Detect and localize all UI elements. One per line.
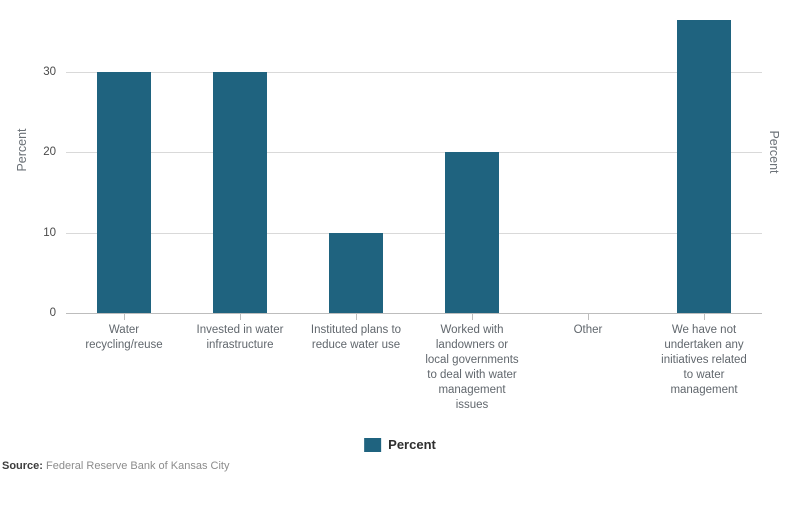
gridline-10 xyxy=(66,232,762,234)
x-tick-label-4: Other xyxy=(573,324,603,336)
bar-1 xyxy=(213,72,267,313)
gridline-20 xyxy=(66,152,762,154)
source-label: Source: xyxy=(2,460,43,472)
y-tick-label-30: 30 xyxy=(43,66,56,79)
x-tick-label-0: Water recycling/reuse xyxy=(85,324,163,351)
x-tick-mark-1 xyxy=(240,314,241,320)
bar-5 xyxy=(677,19,731,313)
y-tick-label-10: 10 xyxy=(43,226,56,239)
y-axis-title-left: Percent xyxy=(15,128,29,172)
x-tick-mark-2 xyxy=(356,314,357,320)
legend-label: Percent xyxy=(388,437,436,452)
gridline-30 xyxy=(66,72,762,74)
x-tick-mark-3 xyxy=(472,314,473,320)
bar-0 xyxy=(97,72,151,313)
y-tick-label-0: 0 xyxy=(49,307,56,319)
legend-swatch-icon xyxy=(364,437,382,452)
legend: Percent xyxy=(364,437,436,452)
x-tick-mark-0 xyxy=(124,314,125,320)
x-tick-mark-4 xyxy=(588,314,589,320)
x-tick-label-2: Instituted plans to reduce water use xyxy=(310,324,402,351)
x-tick-mark-5 xyxy=(704,314,705,320)
source-text: Federal Reserve Bank of Kansas City xyxy=(42,460,230,472)
y-tick-label-20: 20 xyxy=(43,146,56,159)
x-tick-label-3: Worked with landowners or local governme… xyxy=(425,324,519,411)
source-line: Source: Federal Reserve Bank of Kansas C… xyxy=(2,459,229,473)
x-axis-line xyxy=(66,313,762,314)
y-axis-title-right: Percent xyxy=(767,130,781,174)
x-tick-label-5: We have not undertaken any initiatives r… xyxy=(661,324,747,396)
x-tick-label-1: Invested in water infrastructure xyxy=(196,324,284,351)
bar-3 xyxy=(445,152,499,313)
bar-2 xyxy=(329,232,383,313)
